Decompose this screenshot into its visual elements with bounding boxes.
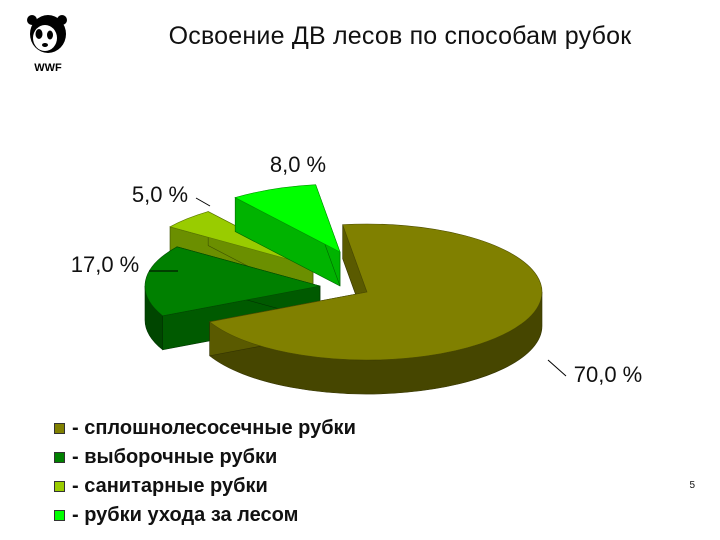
- chart-legend: - сплошнолесосечные рубки - выборочные ру…: [54, 414, 356, 530]
- legend-label: - сплошнолесосечные рубки: [72, 417, 356, 439]
- legend-item: - сплошнолесосечные рубки: [54, 414, 356, 443]
- pie-slice-1: [209, 223, 543, 395]
- data-label-1: 70,0 %: [574, 362, 643, 387]
- legend-swatch: [54, 481, 65, 492]
- leader-line-1: [547, 359, 567, 377]
- slide-title: Освоение ДВ лесов по способам рубок: [168, 22, 632, 50]
- legend-item: - санитарные рубки: [54, 472, 356, 501]
- data-label-2: 17,0 %: [71, 252, 140, 277]
- legend-item: - выборочные рубки: [54, 443, 356, 472]
- data-label-3: 5,0 %: [132, 182, 188, 207]
- legend-swatch: [54, 452, 65, 463]
- logo-text: WWF: [34, 62, 62, 74]
- page-number: 5: [689, 480, 695, 491]
- pie-slice-4: [234, 184, 341, 287]
- pie-slice-top: [144, 246, 321, 317]
- wwf-logo: WWF: [20, 14, 76, 76]
- pie-slice-top: [209, 223, 543, 361]
- legend-label: - санитарные рубки: [72, 475, 268, 497]
- legend-swatch: [54, 423, 65, 434]
- data-label-4: 8,0 %: [270, 152, 326, 177]
- leader-line-3: [195, 197, 211, 207]
- legend-swatch: [54, 510, 65, 521]
- legend-label: - выборочные рубки: [72, 446, 278, 468]
- pie-slice-top: [234, 184, 341, 253]
- legend-label: - рубки ухода за лесом: [72, 504, 299, 526]
- legend-item: - рубки ухода за лесом: [54, 501, 356, 530]
